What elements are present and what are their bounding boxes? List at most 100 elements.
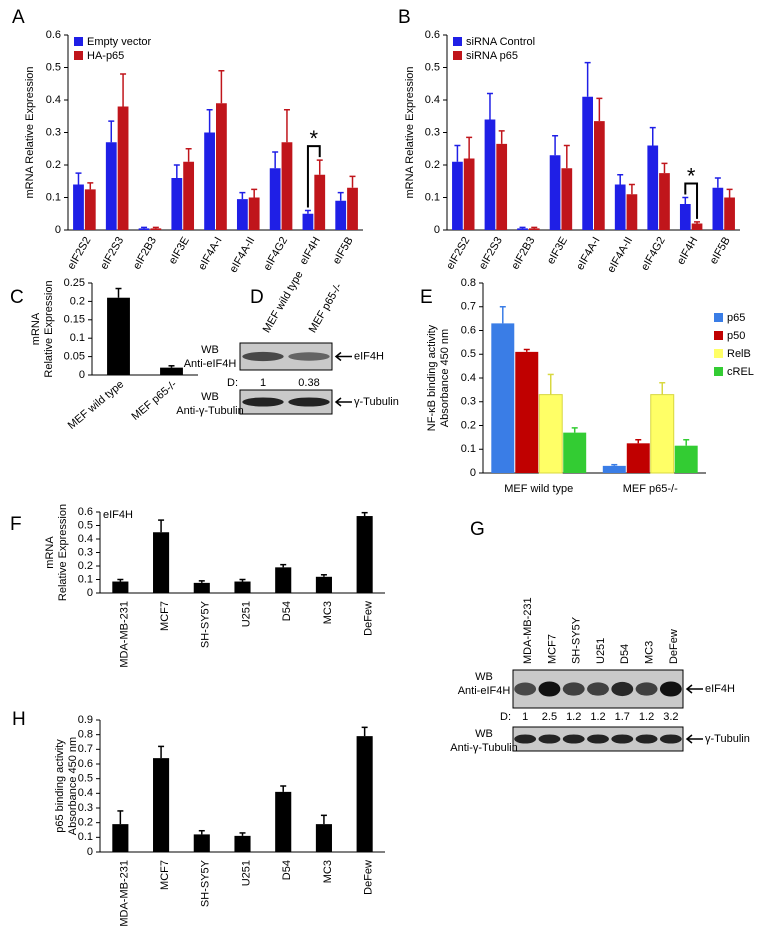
densitometry-value: 1.7 bbox=[615, 711, 630, 723]
x-tick-label: DeFew bbox=[363, 860, 375, 895]
x-tick-label: MDA-MB-231 bbox=[118, 601, 130, 668]
x-tick-label: eIF2S3 bbox=[477, 235, 505, 272]
bar bbox=[679, 204, 691, 230]
bar bbox=[138, 228, 150, 230]
legend-label: siRNA Control bbox=[466, 36, 535, 48]
row-label: WB bbox=[201, 391, 219, 403]
y-axis-label: Relative Expression bbox=[57, 504, 69, 601]
bar bbox=[112, 581, 129, 593]
blot-band bbox=[659, 681, 682, 697]
x-tick-label: eIF3E bbox=[167, 235, 192, 266]
bar bbox=[153, 532, 170, 593]
band-arrow bbox=[334, 351, 352, 362]
densitometry-value: 1.2 bbox=[639, 711, 654, 723]
bar bbox=[84, 189, 96, 230]
y-tick-label: 0.6 bbox=[78, 506, 93, 518]
x-tick-label: eIF3E bbox=[545, 235, 570, 266]
bar bbox=[150, 228, 162, 230]
x-tick-label: MEF p65-/- bbox=[623, 483, 678, 495]
band-arrow bbox=[685, 734, 703, 744]
plot-annotation: eIF4H bbox=[103, 509, 133, 521]
band-label: eIF4H bbox=[354, 350, 384, 362]
band-label: eIF4H bbox=[705, 683, 735, 695]
y-tick-label: 0 bbox=[470, 467, 476, 479]
blot-band bbox=[611, 681, 634, 697]
y-tick-label: 0.1 bbox=[46, 191, 61, 203]
lane-label: DeFew bbox=[668, 629, 680, 664]
y-tick-label: 0.7 bbox=[461, 301, 476, 313]
y-tick-label: 0.5 bbox=[78, 773, 93, 785]
bar bbox=[193, 834, 210, 852]
band-label: γ-Tubulin bbox=[354, 396, 399, 408]
blot-band bbox=[242, 351, 284, 362]
bar bbox=[561, 168, 573, 230]
bar bbox=[117, 106, 129, 230]
x-tick-label: eIF2S2 bbox=[444, 235, 472, 272]
y-tick-label: 0 bbox=[79, 369, 85, 381]
row-label: WB bbox=[475, 671, 493, 683]
densitometry-value: 1 bbox=[522, 711, 528, 723]
panel-label: E bbox=[420, 287, 433, 308]
panel-label: H bbox=[12, 709, 26, 730]
row-label: Anti-eIF4H bbox=[458, 685, 511, 697]
y-axis-label: mRNA bbox=[44, 536, 56, 569]
y-tick-label: 0 bbox=[87, 846, 93, 858]
y-axis-label: mRNA bbox=[30, 312, 42, 345]
y-axis-label: p65 binding activity bbox=[54, 739, 66, 833]
bar bbox=[594, 121, 605, 230]
panel-label: F bbox=[10, 514, 22, 535]
y-tick-label: 0.3 bbox=[78, 802, 93, 814]
y-tick-label: 0.4 bbox=[46, 94, 61, 106]
bar bbox=[153, 758, 170, 852]
x-tick-label: DeFew bbox=[363, 601, 375, 636]
legend-swatch bbox=[714, 367, 723, 376]
row-label: Anti-γ-Tubulin bbox=[176, 405, 243, 417]
bar bbox=[183, 161, 195, 230]
bar bbox=[193, 582, 210, 593]
bar bbox=[724, 197, 735, 230]
blot-band bbox=[635, 682, 658, 696]
bar bbox=[107, 297, 130, 375]
y-tick-label: 0.9 bbox=[78, 714, 93, 726]
y-tick-label: 0.4 bbox=[425, 94, 440, 106]
legend-label: Empty vector bbox=[87, 36, 152, 48]
y-tick-label: 0.2 bbox=[46, 159, 61, 171]
band-arrow bbox=[334, 397, 352, 407]
bar bbox=[602, 465, 626, 473]
y-tick-label: 0.2 bbox=[78, 560, 93, 572]
y-tick-label: 0.5 bbox=[461, 348, 476, 360]
bar bbox=[674, 445, 698, 473]
x-tick-label: MEF p65-/- bbox=[129, 378, 179, 423]
bar bbox=[315, 576, 332, 593]
densitometry-value: 1.2 bbox=[566, 711, 581, 723]
legend-label: cREL bbox=[727, 366, 754, 378]
bar bbox=[160, 367, 183, 375]
bar bbox=[538, 394, 563, 474]
y-tick-label: 0.5 bbox=[46, 61, 61, 73]
band-label: γ-Tubulin bbox=[705, 733, 750, 745]
panel-label: B bbox=[398, 7, 411, 28]
bar bbox=[515, 351, 539, 473]
blot-band bbox=[288, 397, 330, 407]
bar bbox=[452, 161, 463, 230]
bar bbox=[216, 103, 227, 230]
bar bbox=[563, 432, 587, 473]
y-tick-label: 0.1 bbox=[78, 573, 93, 585]
y-tick-label: 0.25 bbox=[64, 277, 85, 289]
x-tick-label: eIF4G2 bbox=[261, 235, 290, 273]
bar bbox=[73, 184, 84, 230]
legend-swatch bbox=[453, 51, 462, 60]
y-tick-label: 0.3 bbox=[425, 126, 440, 138]
blot-band bbox=[514, 734, 537, 744]
blot-band bbox=[635, 734, 658, 744]
legend-swatch bbox=[714, 349, 723, 358]
bar bbox=[315, 824, 332, 852]
y-tick-label: 0.4 bbox=[461, 372, 476, 384]
y-tick-label: 0.4 bbox=[78, 787, 93, 799]
legend-label: HA-p65 bbox=[87, 50, 124, 62]
bar bbox=[234, 835, 251, 852]
y-tick-label: 0.2 bbox=[461, 419, 476, 431]
bar bbox=[356, 516, 373, 593]
bar bbox=[582, 96, 593, 230]
y-tick-label: 0.7 bbox=[78, 743, 93, 755]
